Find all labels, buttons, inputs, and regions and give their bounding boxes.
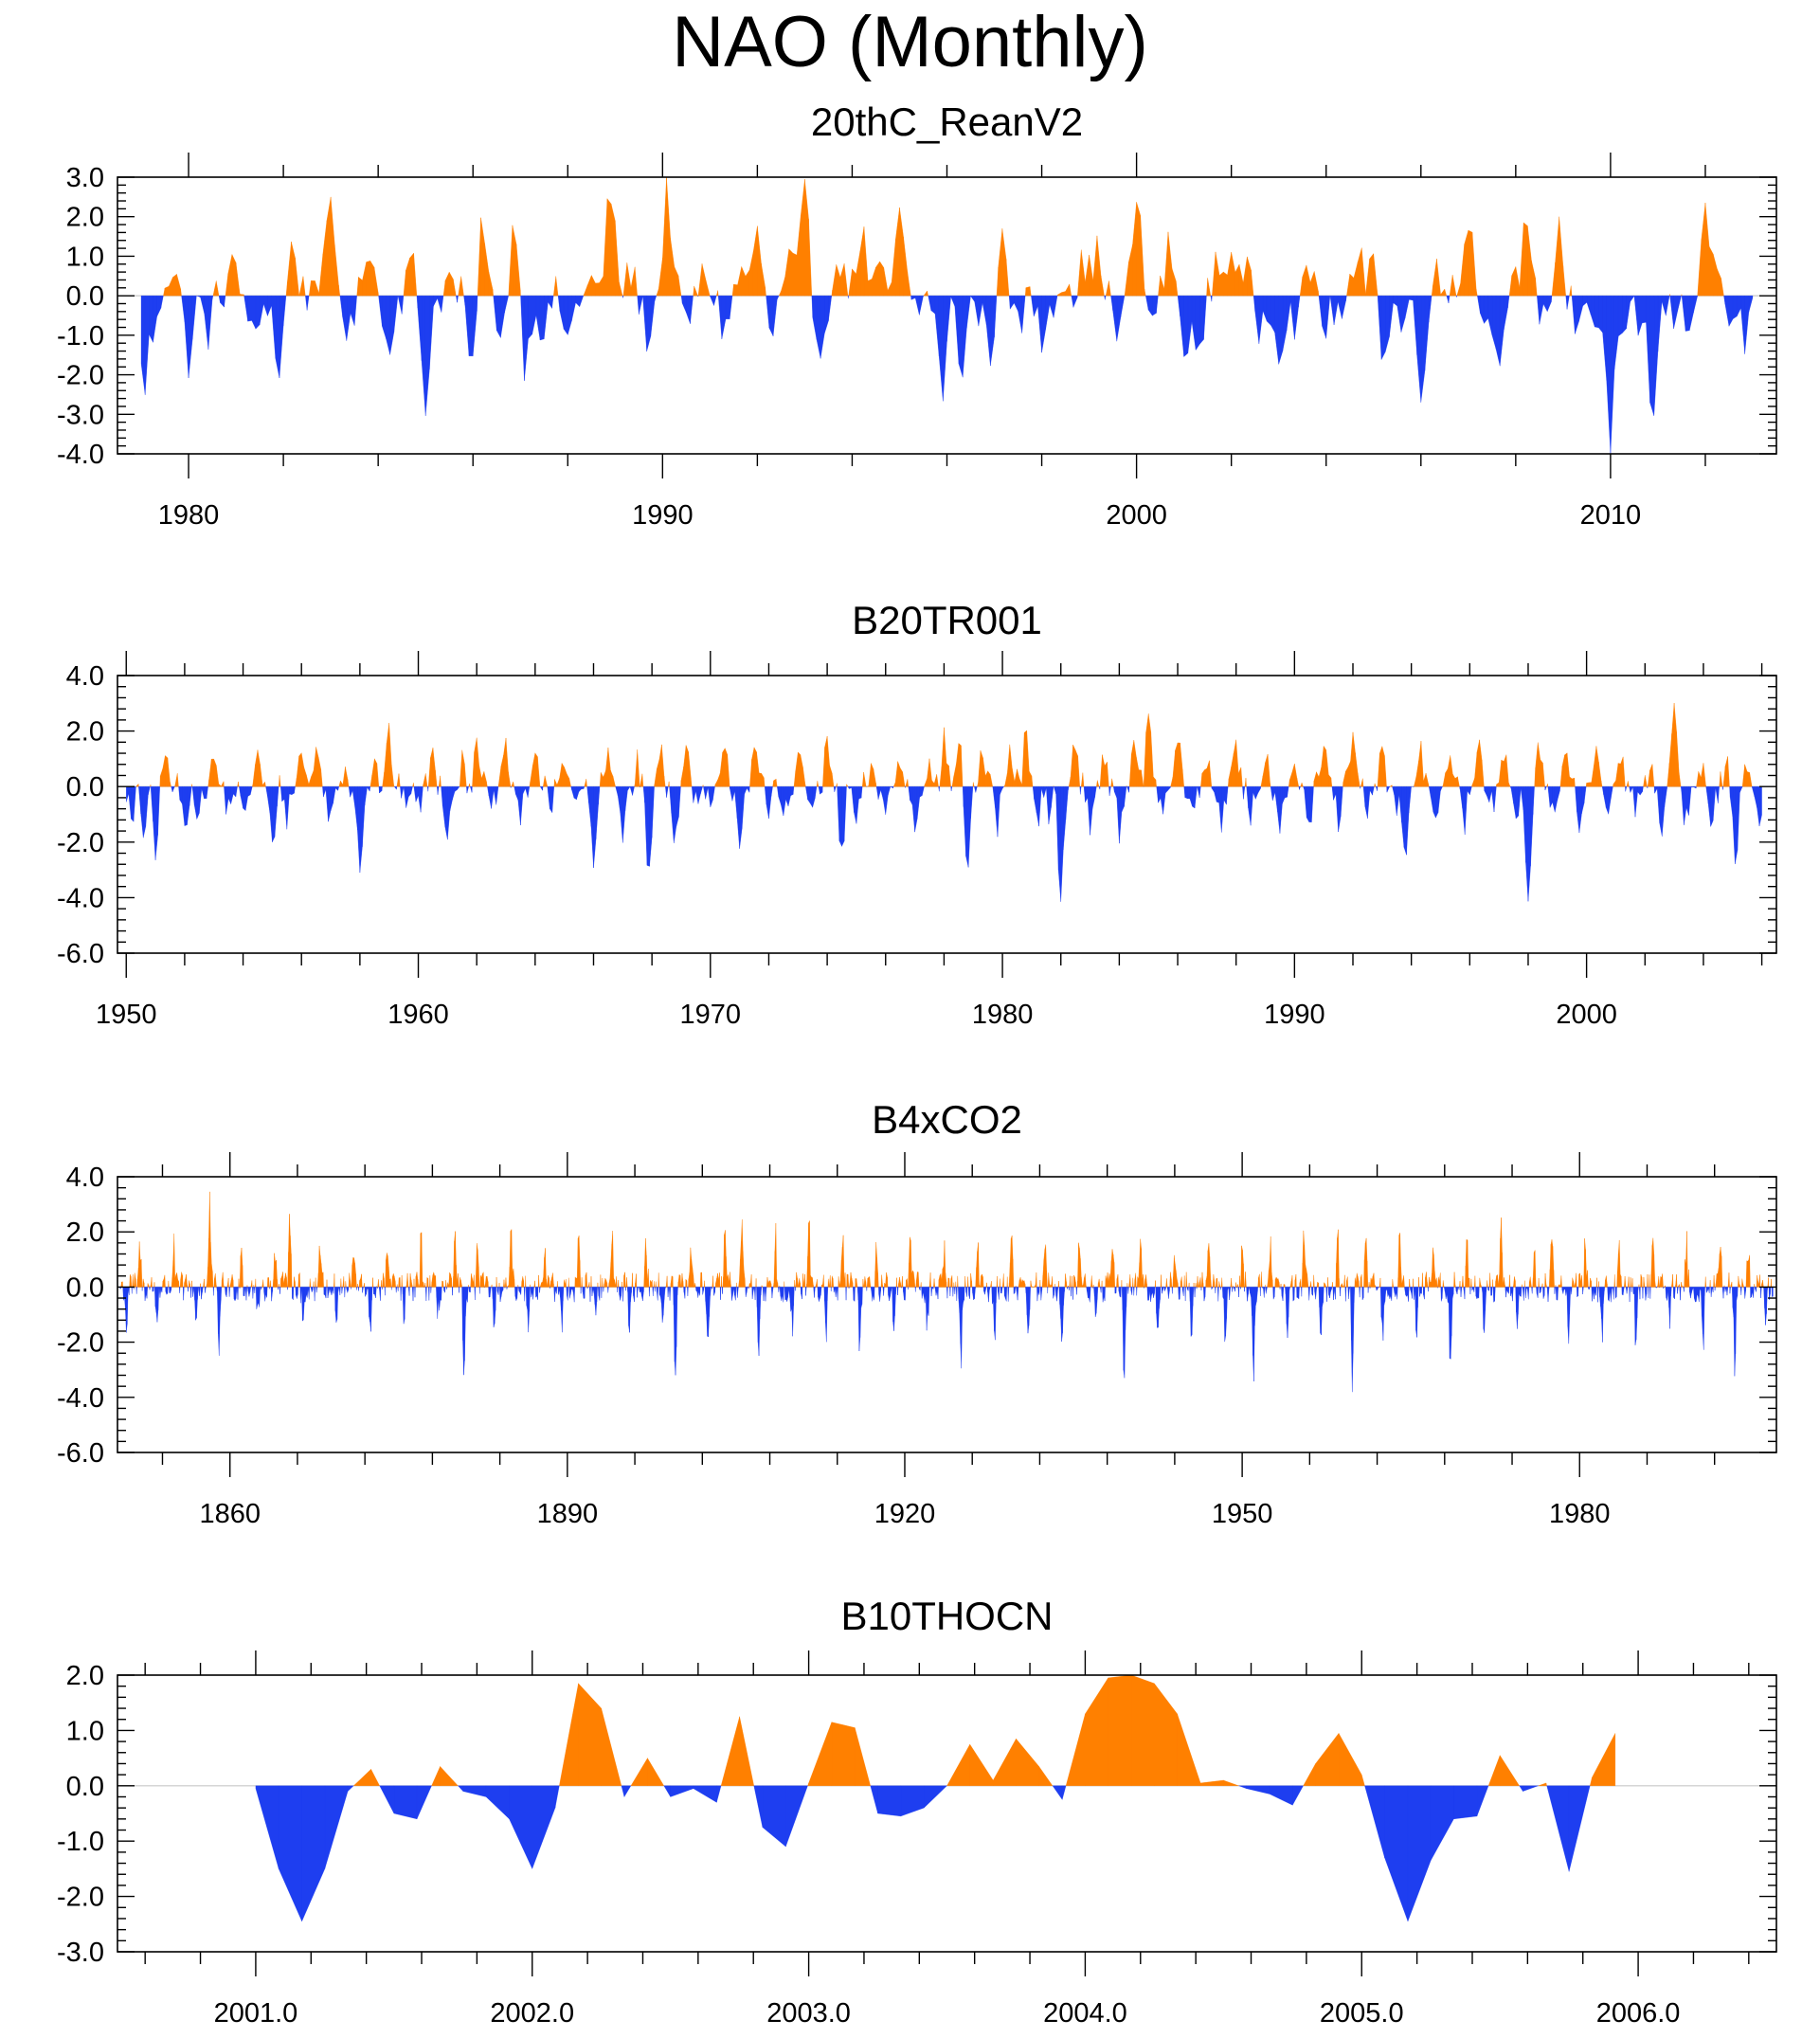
positive-anomaly-area — [163, 176, 1724, 297]
x-tick-label: 1950 — [96, 1000, 157, 1030]
y-tick-label: 0.0 — [66, 1272, 104, 1303]
x-tick-label: 1990 — [632, 500, 694, 531]
x-tick-label: 2000 — [1556, 1000, 1617, 1030]
panel-title: B4xCO2 — [872, 1097, 1022, 1142]
x-tick-label: 1890 — [537, 1499, 599, 1529]
plot-frame — [117, 675, 1777, 954]
x-tick-label: 1950 — [1212, 1499, 1273, 1529]
figure-title: NAO (Monthly) — [672, 2, 1148, 82]
panel-title: B10THOCN — [840, 1594, 1053, 1638]
y-tick-label: -3.0 — [57, 400, 104, 430]
y-tick-label: -3.0 — [57, 1938, 104, 1968]
chart-panel-4: B10THOCN 2.0 1.0 0.0 -1.0 -2.0 -3.0 2001.0 2002.… — [57, 1594, 1777, 2029]
negative-anomaly-area — [140, 295, 1754, 455]
x-tick-label: 1980 — [972, 1000, 1034, 1030]
x-tick-label: 2006.0 — [1596, 1998, 1681, 2029]
negative-anomaly-area — [126, 786, 1762, 902]
y-tick-label: 1.0 — [66, 242, 104, 272]
chart-panel-2: B20TR001 4.0 2.0 0.0 -2.0 -4.0 -6.0 1950 1960 197… — [57, 598, 1777, 1030]
y-tick-label: -6.0 — [57, 939, 104, 969]
x-tick-label: 1970 — [680, 1000, 742, 1030]
y-tick-label: -4.0 — [57, 440, 104, 470]
x-tick-label: 1960 — [387, 1000, 449, 1030]
y-tick-label: -2.0 — [57, 828, 104, 858]
y-tick-label: 1.0 — [66, 1716, 104, 1746]
y-tick-label: -1.0 — [57, 1827, 104, 1857]
positive-anomaly-area — [352, 1674, 1616, 1786]
x-tick-label: 1980 — [158, 500, 220, 531]
y-tick-label: -1.0 — [57, 321, 104, 352]
panel-title: 20thC_ReanV2 — [811, 99, 1083, 144]
chart-panel-1: 20thC_ReanV2 3.0 2.0 1.0 0.0 -1.0 -2.0 -3.0 -4.0… — [57, 99, 1777, 531]
y-tick-label: 2.0 — [66, 717, 104, 748]
y-tick-label: -4.0 — [57, 883, 104, 913]
y-tick-label: 0.0 — [66, 772, 104, 803]
positive-anomaly-area — [135, 703, 1753, 787]
y-tick-label: -6.0 — [57, 1438, 104, 1469]
x-tick-label: 2004.0 — [1043, 1998, 1127, 2029]
panel-title: B20TR001 — [852, 598, 1042, 642]
y-tick-label: -4.0 — [57, 1383, 104, 1414]
plot-frame — [117, 1674, 1777, 1953]
x-tick-label: 1920 — [874, 1499, 936, 1529]
negative-anomaly-area — [119, 1287, 1774, 1393]
x-tick-label: 1860 — [199, 1499, 261, 1529]
y-tick-label: 0.0 — [66, 1772, 104, 1802]
x-tick-label: 1990 — [1264, 1000, 1325, 1030]
plot-frame — [117, 1176, 1777, 1453]
y-tick-label: 3.0 — [66, 163, 104, 193]
y-tick-label: 2.0 — [66, 1217, 104, 1248]
x-tick-label: 2003.0 — [766, 1998, 851, 2029]
positive-anomaly-area — [120, 1191, 1773, 1288]
x-tick-label: 2002.0 — [490, 1998, 574, 2029]
x-tick-label: 2005.0 — [1320, 1998, 1404, 2029]
y-tick-label: -2.0 — [57, 361, 104, 391]
negative-anomaly-area — [255, 1785, 1591, 1921]
y-tick-label: 2.0 — [66, 1661, 104, 1691]
x-tick-label: 2010 — [1580, 500, 1642, 531]
x-tick-label: 1980 — [1549, 1499, 1611, 1529]
chart-panel-3: B4xCO2 4.0 2.0 0.0 -2.0 -4.0 -6.0 1860 1890 1920 1… — [57, 1097, 1777, 1529]
y-tick-label: 2.0 — [66, 203, 104, 233]
y-tick-label: 4.0 — [66, 661, 104, 692]
y-tick-label: 4.0 — [66, 1163, 104, 1193]
y-tick-label: 0.0 — [66, 281, 104, 312]
x-tick-label: 2001.0 — [214, 1998, 298, 2029]
y-tick-label: -2.0 — [57, 1883, 104, 1913]
x-tick-label: 2000 — [1106, 500, 1167, 531]
y-tick-label: -2.0 — [57, 1328, 104, 1359]
